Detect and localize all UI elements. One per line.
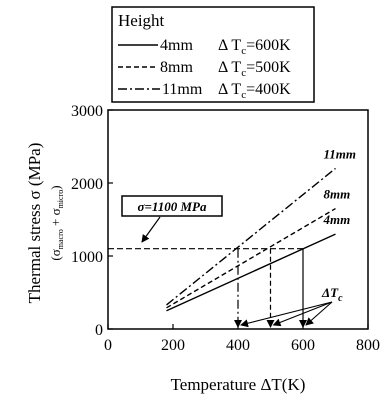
y-axis-title: Thermal stress σ (MPa)	[25, 143, 44, 304]
x-axis-title: Temperature ΔT(K)	[171, 375, 306, 394]
y-axis-ticks: 0 1000 2000 3000	[71, 103, 113, 339]
y-tick-label: 2000	[71, 176, 103, 193]
legend-label-8mm: 8mm	[160, 59, 193, 76]
y-axis-subtitle: (σmacro + σmicro)	[48, 185, 65, 260]
y-tick-label: 1000	[71, 249, 103, 266]
x-tick-label: 800	[356, 337, 380, 354]
legend-label-11mm: 11mm	[162, 81, 203, 98]
series-end-label-4mm: 4mm	[323, 212, 351, 227]
series-line-8mm	[166, 207, 336, 309]
sigma-callout: σ=1100 MPa	[121, 195, 223, 243]
series-end-label-11mm: 11mm	[324, 146, 357, 161]
sigma-callout-label: σ=1100 MPa	[138, 199, 207, 214]
series-end-label-8mm: 8mm	[324, 187, 351, 202]
series-line-4mm	[166, 233, 336, 312]
dtc-arrow-600	[305, 301, 333, 326]
y-tick-label: 0	[95, 322, 103, 339]
sigma-callout-box	[121, 195, 223, 217]
legend-box	[111, 6, 315, 103]
x-tick-label: 400	[226, 337, 250, 354]
legend-dt-11mm: Δ Tc=400K	[218, 81, 291, 101]
sigma-callout-arrow	[141, 216, 161, 243]
x-tick-label: 200	[161, 337, 185, 354]
dtc-arrow-400	[240, 301, 333, 328]
legend-title: Height	[118, 11, 165, 30]
legend: Height 4mm Δ Tc=600K 8mm Δ Tc=500K 11mm …	[111, 6, 315, 103]
legend-dt-4mm: Δ Tc=600K	[218, 37, 291, 57]
x-axis-ticks: 0 200 400 600 800	[104, 324, 380, 354]
x-tick-label: 0	[104, 337, 112, 354]
legend-label-4mm: 4mm	[160, 37, 193, 54]
series-line-11mm	[166, 167, 336, 306]
reference-layer	[108, 248, 307, 328]
dtc-annotation: ΔTc	[240, 285, 343, 328]
y-tick-label: 3000	[71, 103, 103, 120]
dtc-arrows	[240, 301, 333, 328]
dtc-label: ΔTc	[321, 285, 343, 304]
dtc-arrow-500	[272, 301, 333, 327]
x-tick-label: 600	[291, 337, 315, 354]
legend-dt-8mm: Δ Tc=500K	[218, 59, 291, 79]
series-layer: 4mm 8mm 11mm	[166, 146, 357, 312]
